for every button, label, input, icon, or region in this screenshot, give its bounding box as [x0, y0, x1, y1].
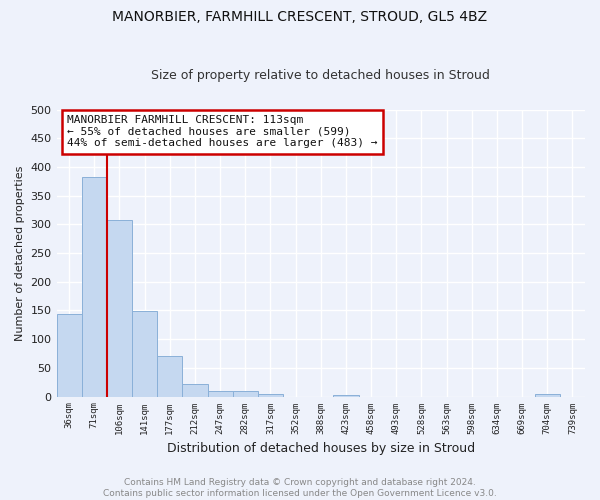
Bar — [107, 220, 132, 396]
Title: Size of property relative to detached houses in Stroud: Size of property relative to detached ho… — [151, 69, 490, 82]
Text: MANORBIER, FARMHILL CRESCENT, STROUD, GL5 4BZ: MANORBIER, FARMHILL CRESCENT, STROUD, GL… — [112, 10, 488, 24]
X-axis label: Distribution of detached houses by size in Stroud: Distribution of detached houses by size … — [167, 442, 475, 455]
Bar — [56, 314, 82, 396]
Bar — [258, 394, 283, 396]
Text: MANORBIER FARMHILL CRESCENT: 113sqm
← 55% of detached houses are smaller (599)
4: MANORBIER FARMHILL CRESCENT: 113sqm ← 55… — [67, 116, 377, 148]
Bar — [132, 311, 157, 396]
Bar — [157, 356, 182, 397]
Bar — [182, 384, 208, 396]
Bar — [233, 391, 258, 396]
Text: Contains HM Land Registry data © Crown copyright and database right 2024.
Contai: Contains HM Land Registry data © Crown c… — [103, 478, 497, 498]
Y-axis label: Number of detached properties: Number of detached properties — [15, 166, 25, 340]
Bar — [82, 176, 107, 396]
Bar — [535, 394, 560, 396]
Bar — [334, 395, 359, 396]
Bar — [208, 391, 233, 396]
